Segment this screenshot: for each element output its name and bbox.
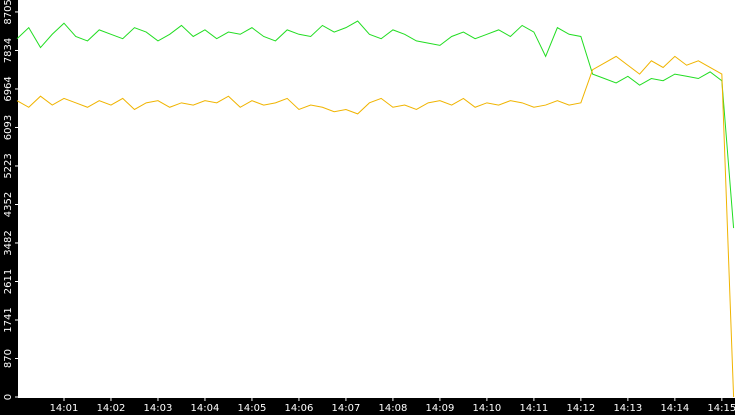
x-tick-label: 14:13 xyxy=(613,403,642,414)
x-tick-label: 14:03 xyxy=(144,403,173,414)
x-tick-label: 14:06 xyxy=(285,403,314,414)
y-axis-band xyxy=(0,0,18,415)
y-tick-label: 3482 xyxy=(3,230,14,255)
x-tick-label: 14:11 xyxy=(519,403,548,414)
x-tick-label: 14:10 xyxy=(472,403,501,414)
x-tick-label: 14:02 xyxy=(97,403,126,414)
x-tick-label: 14:01 xyxy=(50,403,79,414)
y-tick-label: 1741 xyxy=(3,307,14,332)
y-tick-label: 0 xyxy=(3,394,14,400)
y-tick-label: 5223 xyxy=(3,153,14,178)
x-tick-label: 14:15 xyxy=(707,403,735,414)
x-tick-label: 14:07 xyxy=(332,403,361,414)
x-axis-band xyxy=(0,398,735,415)
x-tick-label: 14:08 xyxy=(379,403,408,414)
y-tick-label: 7834 xyxy=(3,38,14,63)
x-tick-label: 14:09 xyxy=(425,403,454,414)
x-tick-label: 14:14 xyxy=(660,403,689,414)
y-tick-label: 2611 xyxy=(3,269,14,294)
series-line xyxy=(16,20,735,229)
y-tick-label: 8705 xyxy=(3,0,14,25)
y-tick-label: 4352 xyxy=(3,192,14,217)
x-tick-label: 14:04 xyxy=(191,403,220,414)
y-tick-label: 6093 xyxy=(3,115,14,140)
y-tick-label: 6964 xyxy=(3,76,14,101)
x-tick-label: 14:12 xyxy=(566,403,595,414)
series-line xyxy=(16,55,735,398)
y-tick-label: 870 xyxy=(3,349,14,368)
x-tick-label: 14:05 xyxy=(238,403,267,414)
